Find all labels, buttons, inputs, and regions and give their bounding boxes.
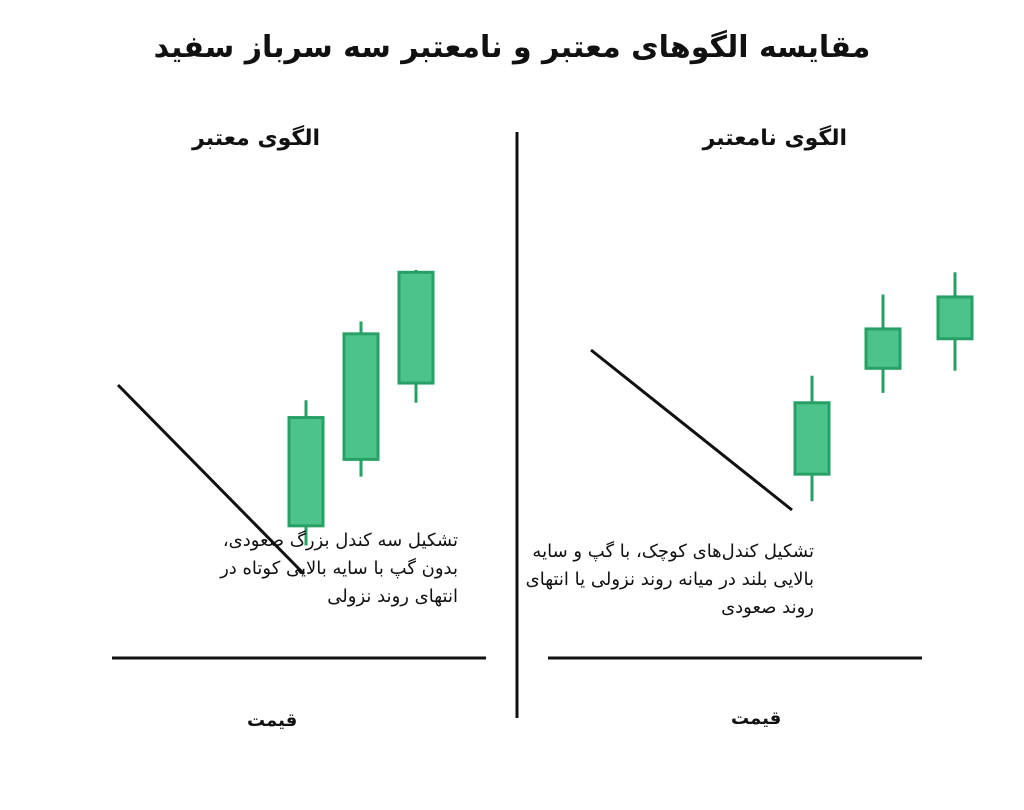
valid-candles (287, 269, 435, 546)
valid-candle-2-body (342, 332, 380, 461)
valid-pattern-heading: الگوی معتبر (192, 126, 320, 151)
valid-candle-3-body (397, 270, 435, 385)
invalid-pattern-description: تشکیل کندل‌های کوچک، با گپ و سایه بالایی… (525, 541, 814, 618)
valid-price-axis-label: قیمت (247, 710, 298, 731)
invalid-candles (793, 272, 974, 502)
page-title: مقایسه الگوهای معتبر و نامعتبر سه سرباز … (153, 30, 871, 65)
invalid-candle-2-body (864, 327, 902, 370)
valid-candle-1-body (287, 416, 325, 528)
invalid-pattern-heading: الگوی نامعتبر (702, 126, 847, 151)
invalid-downtrend-line (590, 348, 793, 512)
invalid-candle-1-body (793, 401, 831, 476)
invalid-price-axis-label: قیمت (731, 708, 782, 729)
valid-pattern-description: تشکیل سه کندل بزرگ صعودی، بدون گپ با سای… (220, 530, 458, 607)
valid-downtrend-line (116, 383, 306, 576)
invalid-candle-3-body (936, 295, 974, 341)
